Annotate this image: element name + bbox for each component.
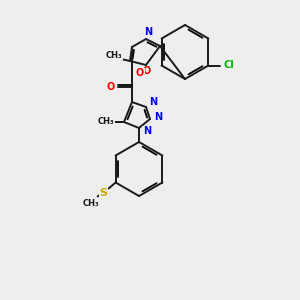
Text: S: S (100, 188, 108, 197)
Text: N: N (143, 126, 151, 136)
Text: CH₃: CH₃ (82, 199, 99, 208)
Text: N: N (149, 97, 157, 107)
Text: O: O (143, 66, 151, 76)
Text: O: O (136, 68, 144, 78)
Text: Cl: Cl (223, 61, 234, 70)
Text: N: N (144, 27, 152, 37)
Text: O: O (107, 82, 115, 92)
Text: N: N (154, 112, 162, 122)
Text: CH₃: CH₃ (98, 118, 114, 127)
Text: CH₃: CH₃ (106, 50, 122, 59)
